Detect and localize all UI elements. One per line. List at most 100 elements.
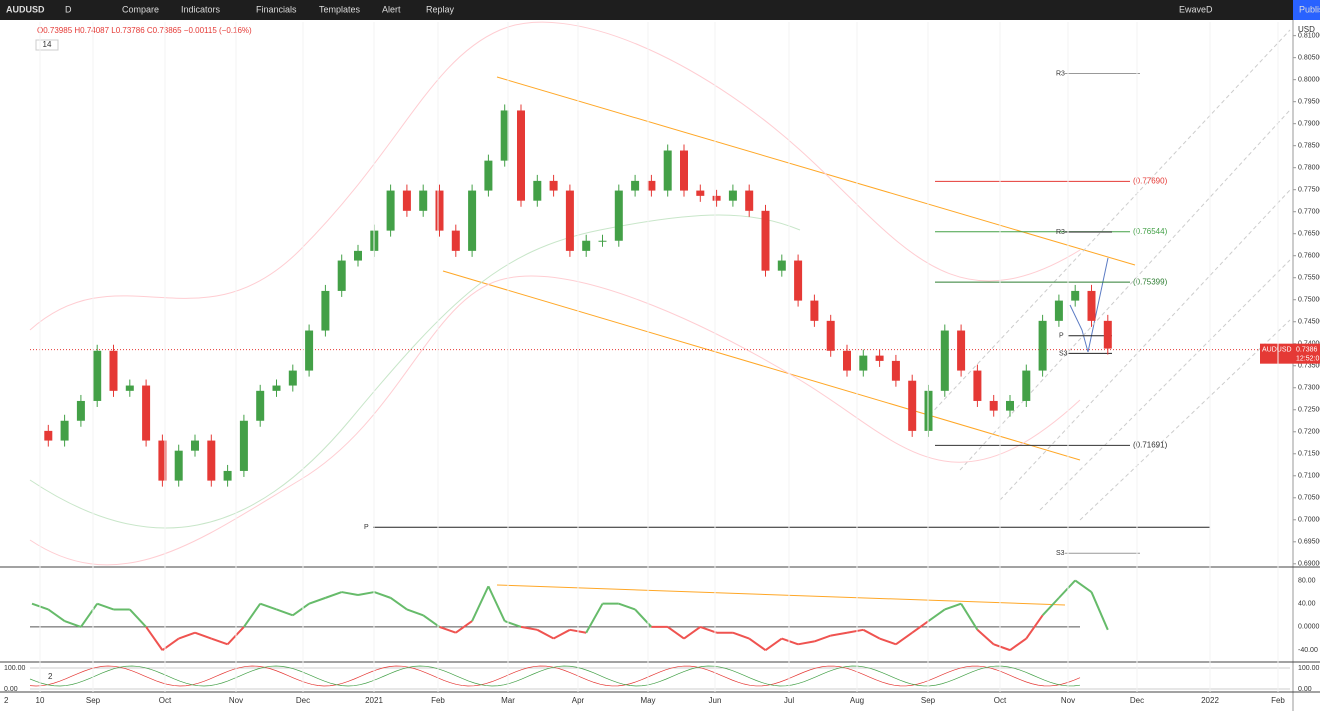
time-label: Feb — [431, 696, 445, 705]
osc-segment — [210, 637, 228, 646]
candle-body — [60, 420, 69, 441]
osc-segment — [64, 620, 82, 628]
band-upper — [29, 21, 1081, 331]
stoch-tick-label: 0.00 — [4, 686, 18, 693]
candle-body — [484, 160, 493, 191]
osc-segment — [276, 608, 294, 617]
layout-name[interactable]: EwaveD — [1179, 4, 1213, 14]
price-tag-symbol: AUDUSD — [1262, 347, 1292, 354]
price-tag-bg — [1260, 343, 1320, 364]
osc-segment — [667, 626, 685, 640]
input-value[interactable]: 14 — [43, 40, 52, 49]
osc-segment — [1074, 579, 1093, 593]
candle-body — [1038, 320, 1047, 371]
osc-segment — [325, 591, 343, 599]
candle-body — [957, 330, 966, 371]
osc-segment — [1058, 579, 1076, 599]
price-tick-label: 0.81000 — [1298, 32, 1320, 39]
stoch-tick-label: 100.00 — [4, 665, 26, 672]
input-box[interactable] — [35, 39, 59, 51]
toolbar: AUDUSD D Compare Indicators Financials T… — [0, 0, 1320, 20]
interval[interactable]: D — [65, 4, 72, 14]
candle-body — [125, 385, 134, 391]
osc-segment — [422, 614, 441, 628]
osc-segment — [862, 628, 881, 640]
candle-body — [940, 330, 949, 391]
fib-label: (0.76544) — [1133, 227, 1168, 236]
stoch-k — [29, 665, 1081, 687]
publish-button[interactable]: Publish — [1299, 4, 1320, 14]
osc-segment — [1041, 597, 1060, 616]
osc-segment — [993, 643, 1011, 652]
time-label: Oct — [159, 696, 172, 705]
candle-body — [1006, 400, 1014, 411]
candle-body — [337, 260, 346, 291]
time-label: 2022 — [1201, 696, 1219, 705]
publish-bg[interactable] — [1293, 0, 1320, 20]
osc-segment — [1025, 614, 1044, 640]
pivot-label: P — [364, 524, 369, 531]
osc-segment — [341, 591, 359, 596]
candle-body — [321, 290, 330, 331]
osc-segment — [390, 597, 408, 611]
candle-body — [565, 190, 574, 251]
financials-button[interactable]: Financials — [256, 4, 297, 14]
osc-segment — [895, 631, 913, 646]
candle-body — [826, 320, 835, 351]
candle-body — [1103, 320, 1112, 349]
pivot-label: S3 — [1059, 350, 1068, 357]
time-label: Jun — [709, 696, 722, 705]
candle-body — [549, 180, 558, 191]
osc-segment — [960, 603, 979, 631]
currency: USD — [1298, 25, 1315, 34]
candle-body — [761, 210, 770, 271]
candle-body — [891, 360, 900, 381]
compare-button[interactable]: Compare — [122, 4, 159, 14]
stoch-tick-label: 100.00 — [1298, 665, 1320, 672]
pivot-label: R3 — [1056, 229, 1065, 236]
indicators-button[interactable]: Indicators — [181, 4, 221, 14]
candle-body — [223, 470, 232, 481]
stoch-input: 2 — [48, 672, 53, 681]
osc-segment — [846, 628, 864, 634]
candle-body — [696, 190, 705, 196]
osc-segment — [439, 625, 457, 634]
pivot-label: P — [1059, 333, 1064, 340]
osc-segment — [797, 640, 815, 646]
fib-label: (0.71691) — [1133, 440, 1168, 449]
candle-body — [1022, 370, 1031, 401]
alert-button[interactable]: Alert — [382, 4, 401, 14]
osc-segment — [944, 602, 962, 611]
candle-body — [794, 260, 803, 301]
templates-button[interactable]: Templates — [319, 4, 361, 14]
replay-button[interactable]: Replay — [426, 4, 455, 14]
candle-body — [631, 180, 640, 191]
osc-tick-label: 0.0000 — [1298, 624, 1320, 631]
osc-segment — [814, 634, 832, 643]
stoch-tick-label: 0.00 — [1298, 686, 1312, 693]
candle-body — [647, 180, 656, 191]
osc-segment — [585, 603, 604, 634]
candle-body — [288, 370, 297, 386]
osc-segment — [504, 620, 522, 628]
candle-body — [256, 390, 265, 421]
candle-body — [973, 370, 982, 401]
symbol[interactable]: AUDUSD — [6, 4, 45, 14]
candle-body — [859, 355, 868, 371]
osc-segment — [732, 631, 750, 640]
time-start: 2 — [4, 696, 9, 705]
gann-fan — [924, 29, 1291, 521]
time-label: Sep — [86, 696, 101, 705]
time-label: Apr — [572, 696, 585, 705]
osc-segment — [927, 608, 946, 622]
osc-segment — [553, 628, 571, 640]
osc-tick-label: -40.00 — [1298, 647, 1318, 654]
